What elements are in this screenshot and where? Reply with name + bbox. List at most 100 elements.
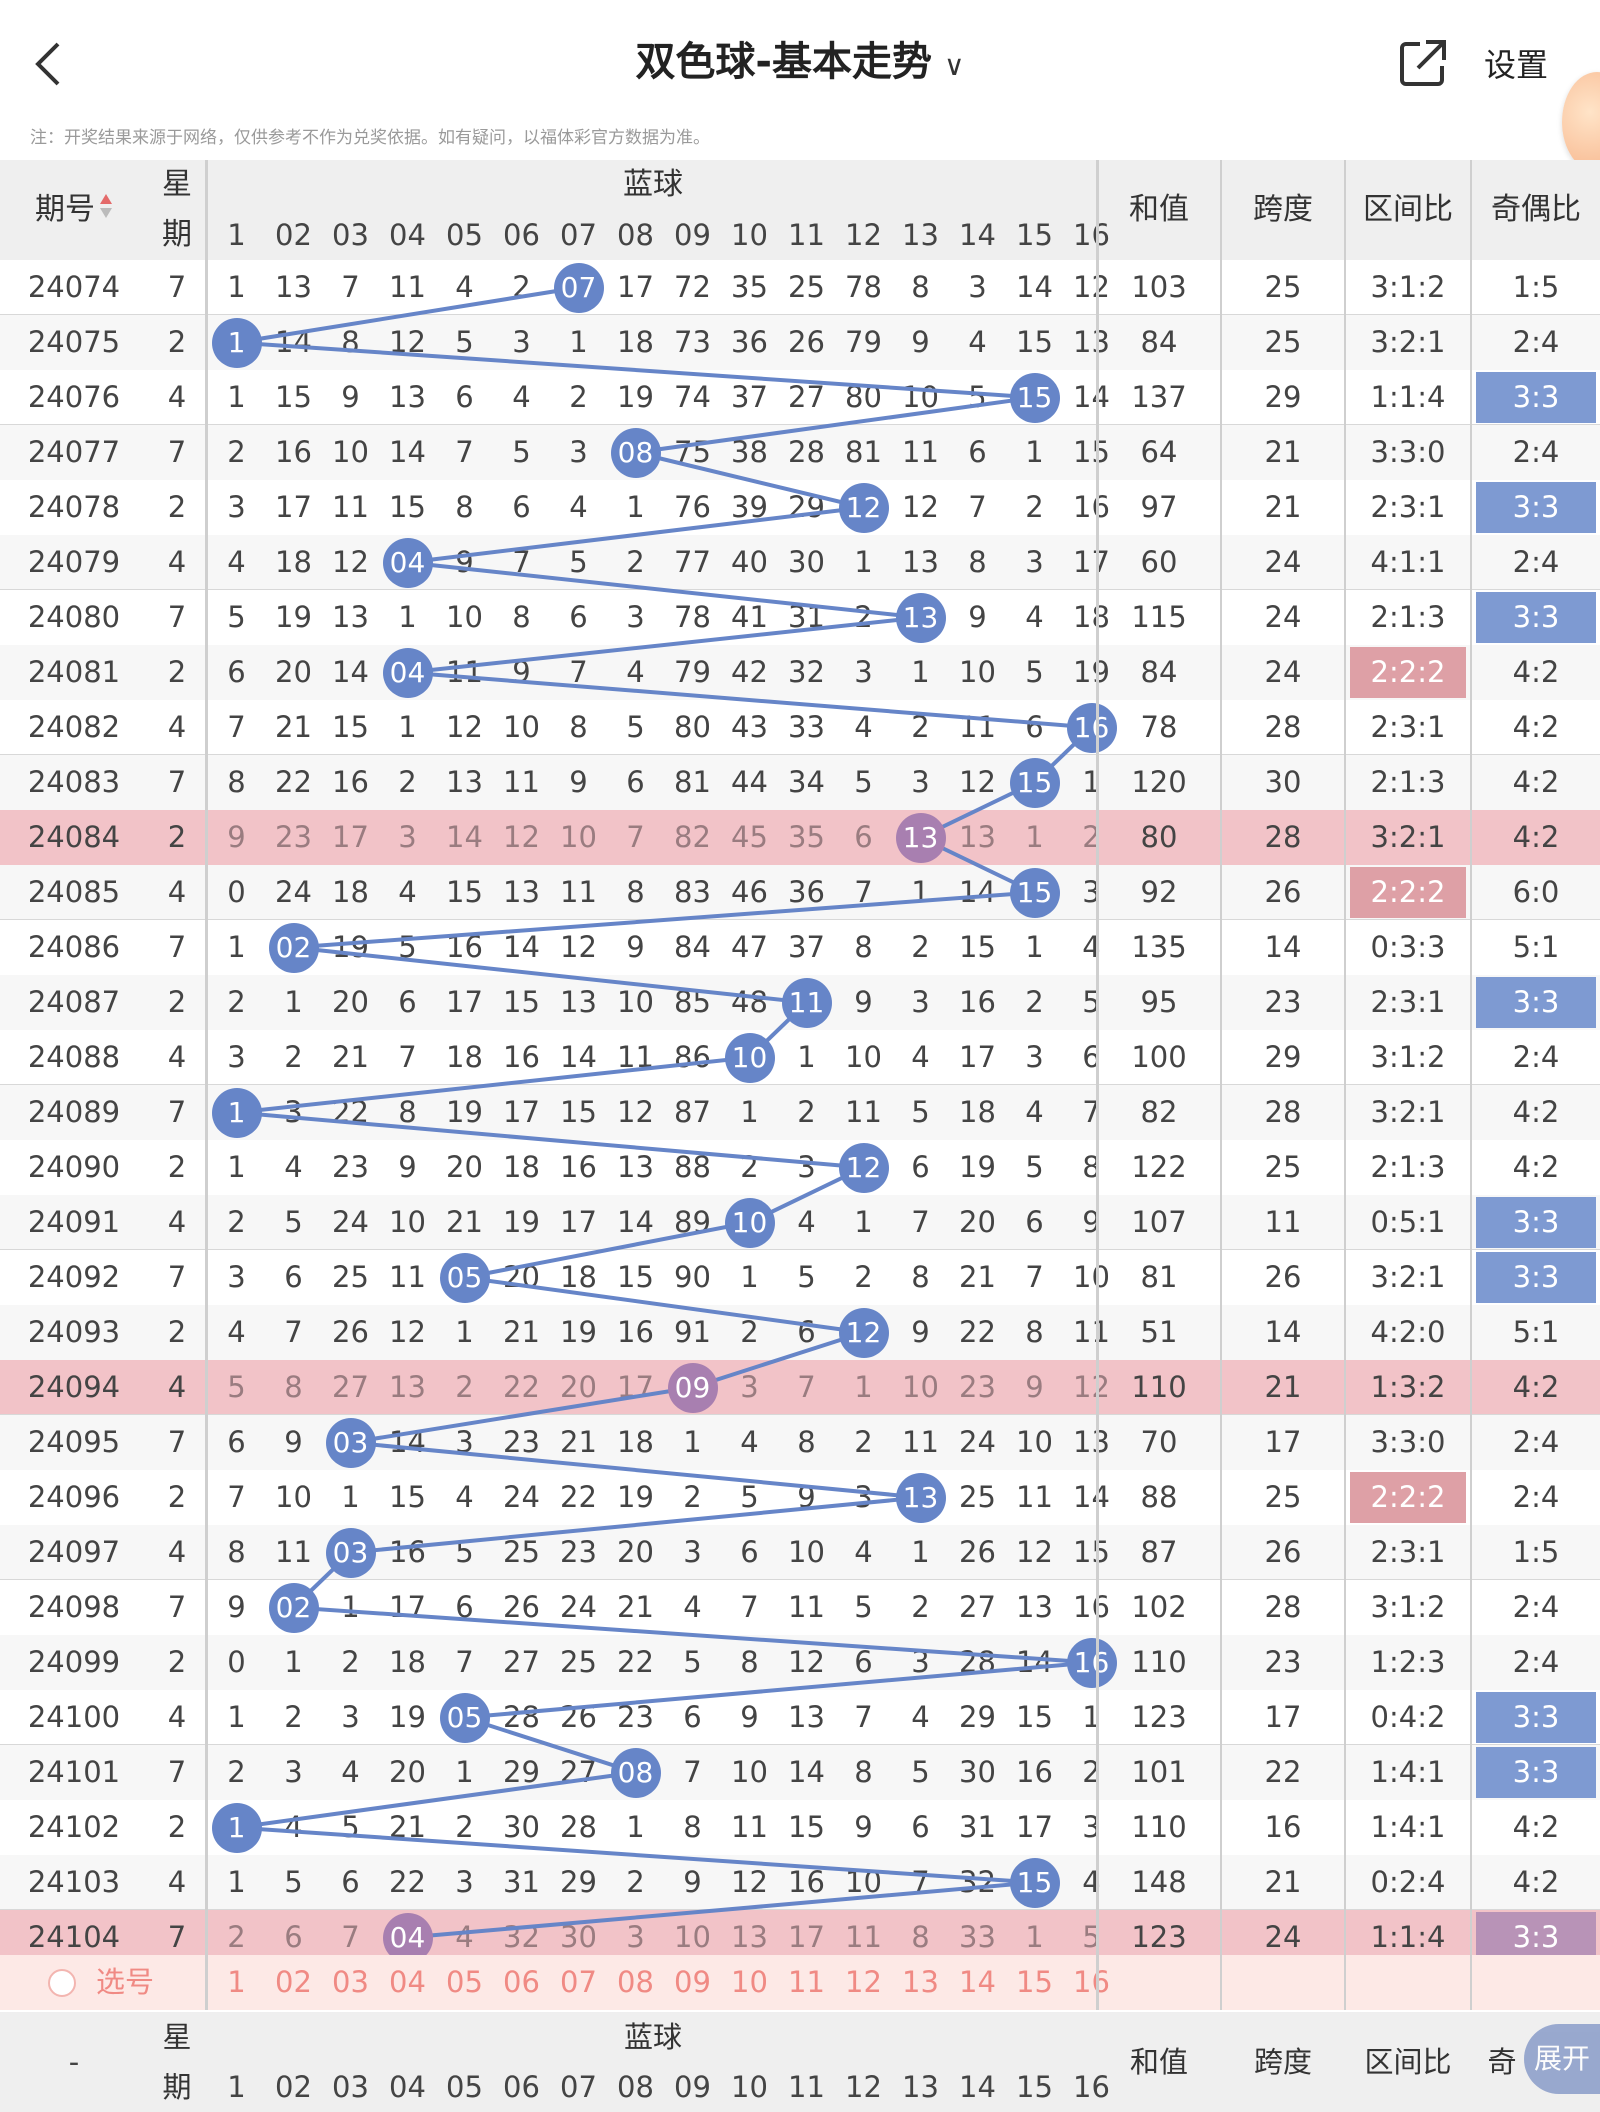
blue-cell: 18 [332, 875, 369, 909]
blue-cell: 11 [617, 1040, 654, 1074]
pick-number[interactable]: 12 [845, 1965, 882, 1999]
week-cell: 4 [167, 875, 187, 909]
footer-blue-number: 15 [1016, 2070, 1053, 2104]
blue-number-header: 09 [674, 218, 711, 252]
blue-cell: 36 [788, 875, 825, 909]
blue-cell: 22 [959, 1315, 996, 1349]
blue-cell: 81 [674, 765, 711, 799]
oe-cell: 4:2 [1512, 710, 1560, 744]
footer-blue-number: 05 [446, 2070, 483, 2104]
blue-ball-marker: 02 [268, 922, 319, 973]
span-cell: 25 [1264, 1150, 1302, 1184]
pick-number[interactable]: 03 [332, 1965, 369, 1999]
pick-number[interactable]: 14 [959, 1965, 996, 1999]
pick-number[interactable]: 15 [1016, 1965, 1053, 1999]
blue-cell: 2 [740, 1150, 759, 1184]
blue-ball-marker: 05 [439, 1692, 490, 1743]
footer-zone-ratio: 区间比 [1364, 2045, 1452, 2079]
span-cell: 28 [1264, 1095, 1302, 1129]
blue-cell: 12 [332, 545, 369, 579]
pick-toggle[interactable]: 选号 [48, 1955, 168, 2010]
blue-cell: 16 [332, 765, 369, 799]
pick-number[interactable]: 11 [788, 1965, 825, 1999]
pick-number[interactable]: 1 [227, 1965, 246, 1999]
zone-cell: 2:1:3 [1370, 765, 1446, 799]
span-cell: 26 [1264, 1260, 1302, 1294]
share-button[interactable] [1396, 36, 1450, 90]
week-cell: 7 [167, 600, 187, 634]
expand-button[interactable]: 展开 [1524, 2024, 1600, 2094]
span-cell: 28 [1264, 820, 1302, 854]
blue-cell: 5 [512, 435, 531, 469]
pick-number[interactable]: 07 [560, 1965, 597, 1999]
blue-cell: 14 [446, 820, 483, 854]
blue-cell: 28 [788, 435, 825, 469]
blue-cell: 12 [389, 1315, 426, 1349]
pick-number-row: 选号 1 02 03 04 05 06 07 08 09 10 11 12 13 14 15 16 [0, 1955, 1600, 2010]
blue-cell: 42 [731, 655, 768, 689]
blue-cell: 1 [854, 1205, 873, 1239]
blue-cell: 3 [854, 655, 873, 689]
blue-cell: 1 [227, 1700, 246, 1734]
footer-blue-number: 06 [503, 2070, 540, 2104]
blue-ball-marker: 1 [211, 1802, 262, 1853]
blue-cell: 2 [911, 710, 930, 744]
table-row: 24101 7 2 3 4 20 1 29 27 7 10 14 8 5 30 16 2 101 22 1:4:1 3:… [0, 1745, 1600, 1800]
blue-ball-marker: 1 [211, 1087, 262, 1138]
pick-number[interactable]: 13 [902, 1965, 939, 1999]
blue-ball-marker: 11 [781, 977, 832, 1028]
pick-number[interactable]: 04 [389, 1965, 426, 1999]
blue-cell: 6 [740, 1535, 759, 1569]
span-cell: 29 [1264, 1040, 1302, 1074]
blue-number-header: 08 [617, 218, 654, 252]
blue-cell: 9 [740, 1700, 759, 1734]
sum-cell: 80 [1140, 820, 1178, 854]
blue-cell: 3 [797, 1150, 816, 1184]
divider [1096, 160, 1099, 2010]
oe-tag: 3:3 [1476, 592, 1596, 643]
blue-cell: 20 [446, 1150, 483, 1184]
blue-cell: 6 [341, 1865, 360, 1899]
blue-cell: 21 [275, 710, 312, 744]
pick-number[interactable]: 08 [617, 1965, 654, 1999]
blue-cell: 25 [788, 270, 825, 304]
blue-cell: 5 [569, 545, 588, 579]
page-title[interactable]: 双色球-基本走势 ∨ [0, 32, 1600, 96]
blue-cell: 5 [854, 1590, 873, 1624]
blue-cell: 82 [674, 820, 711, 854]
blue-cell: 31 [503, 1865, 540, 1899]
issue-header[interactable]: 期号 [0, 185, 148, 235]
pick-number[interactable]: 02 [275, 1965, 312, 1999]
pick-number[interactable]: 06 [503, 1965, 540, 1999]
blue-cell: 19 [332, 930, 369, 964]
pick-number[interactable]: 09 [674, 1965, 711, 1999]
blue-cell: 45 [731, 820, 768, 854]
issue-cell: 24092 [27, 1260, 121, 1294]
span-cell: 14 [1264, 1315, 1302, 1349]
chevron-down-icon: ∨ [944, 49, 965, 82]
blue-cell: 3 [227, 490, 246, 524]
week-cell: 7 [167, 1425, 187, 1459]
blue-number-header: 05 [446, 218, 483, 252]
pick-number[interactable]: 16 [1073, 1965, 1110, 1999]
blue-ball-marker: 15 [1009, 757, 1060, 808]
sum-cell: 148 [1131, 1865, 1187, 1899]
blue-cell: 7 [740, 1590, 759, 1624]
span-cell: 25 [1264, 1480, 1302, 1514]
blue-ball-marker: 15 [1009, 372, 1060, 423]
blue-cell: 6 [854, 820, 873, 854]
blue-cell: 4 [683, 1590, 702, 1624]
table-row: 24091 4 2 5 24 10 21 19 17 14 89 4 1 7 20 6 9 107 11 0:5:1 3… [0, 1195, 1600, 1250]
pick-number[interactable]: 10 [731, 1965, 768, 1999]
oe-cell: 5:1 [1512, 930, 1560, 964]
blue-cell: 6 [398, 985, 417, 1019]
table-row: 24082 4 7 21 15 1 12 10 8 5 80 43 33 4 2 11 6 78 28 2:3:1 4:… [0, 700, 1600, 755]
pick-number[interactable]: 05 [446, 1965, 483, 1999]
settings-button[interactable]: 设置 [1484, 46, 1549, 84]
blue-cell: 22 [617, 1645, 654, 1679]
back-button[interactable] [30, 34, 80, 94]
blue-cell: 78 [845, 270, 882, 304]
blue-ball-marker: 12 [838, 1142, 889, 1193]
blue-cell: 8 [227, 765, 246, 799]
blue-cell: 7 [1025, 1260, 1044, 1294]
